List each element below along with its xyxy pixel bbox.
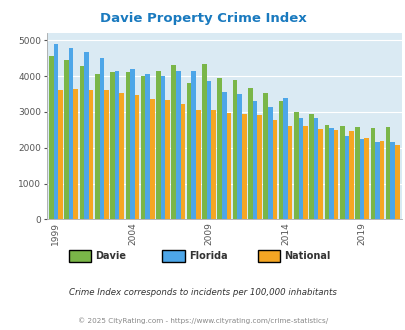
Bar xyxy=(64,60,69,219)
Bar xyxy=(130,69,134,219)
Bar xyxy=(241,114,246,219)
Bar xyxy=(226,113,230,219)
Bar xyxy=(348,131,353,219)
Bar xyxy=(171,65,176,219)
Bar xyxy=(247,88,252,219)
Bar xyxy=(339,125,344,219)
Bar xyxy=(313,118,318,219)
Bar xyxy=(237,94,241,219)
Bar xyxy=(364,138,368,219)
Bar xyxy=(99,58,104,219)
Bar xyxy=(272,120,277,219)
Bar xyxy=(104,90,109,219)
Bar xyxy=(278,101,283,219)
Bar xyxy=(324,125,328,219)
Bar xyxy=(202,64,206,219)
Bar xyxy=(176,71,180,219)
Bar xyxy=(134,95,139,219)
Bar xyxy=(374,142,379,219)
Bar xyxy=(206,81,211,219)
Bar xyxy=(309,114,313,219)
Text: Crime Index corresponds to incidents per 100,000 inhabitants: Crime Index corresponds to incidents per… xyxy=(69,287,336,297)
Bar xyxy=(69,48,73,219)
Bar xyxy=(287,125,292,219)
Bar xyxy=(84,52,89,219)
Bar xyxy=(115,71,119,219)
Bar xyxy=(150,99,154,219)
Bar xyxy=(191,71,196,219)
Bar xyxy=(145,74,150,219)
Bar xyxy=(119,93,124,219)
Bar xyxy=(354,127,359,219)
Bar xyxy=(394,145,399,219)
Text: Davie Property Crime Index: Davie Property Crime Index xyxy=(99,12,306,24)
Bar xyxy=(298,117,303,219)
Bar xyxy=(283,98,287,219)
Bar xyxy=(53,44,58,219)
Text: Davie: Davie xyxy=(95,251,126,261)
Bar xyxy=(379,141,384,219)
Bar xyxy=(125,72,130,219)
Bar xyxy=(370,128,374,219)
Bar xyxy=(232,80,237,219)
Text: National: National xyxy=(284,251,330,261)
Text: © 2025 CityRating.com - https://www.cityrating.com/crime-statistics/: © 2025 CityRating.com - https://www.city… xyxy=(78,317,327,324)
Bar xyxy=(141,76,145,219)
Bar xyxy=(344,136,348,219)
Bar xyxy=(49,56,53,219)
Bar xyxy=(95,74,99,219)
Bar xyxy=(390,142,394,219)
Bar xyxy=(318,129,322,219)
Bar xyxy=(180,104,185,219)
Bar xyxy=(303,125,307,219)
Bar xyxy=(165,100,170,219)
Bar xyxy=(110,73,115,219)
Bar xyxy=(160,76,165,219)
Bar xyxy=(359,139,364,219)
Bar xyxy=(58,90,63,219)
Bar xyxy=(333,130,337,219)
Bar xyxy=(257,115,261,219)
Bar xyxy=(89,90,93,219)
Text: Florida: Florida xyxy=(188,251,227,261)
Bar xyxy=(79,66,84,219)
Bar xyxy=(186,83,191,219)
Bar xyxy=(211,110,215,219)
Bar xyxy=(293,112,298,219)
Bar xyxy=(385,127,390,219)
Bar xyxy=(217,78,222,219)
Bar xyxy=(196,111,200,219)
Bar xyxy=(222,92,226,219)
Bar xyxy=(252,101,257,219)
Bar xyxy=(267,107,272,219)
Bar xyxy=(156,71,160,219)
Bar xyxy=(328,128,333,219)
Bar xyxy=(73,88,78,219)
Bar xyxy=(263,93,267,219)
